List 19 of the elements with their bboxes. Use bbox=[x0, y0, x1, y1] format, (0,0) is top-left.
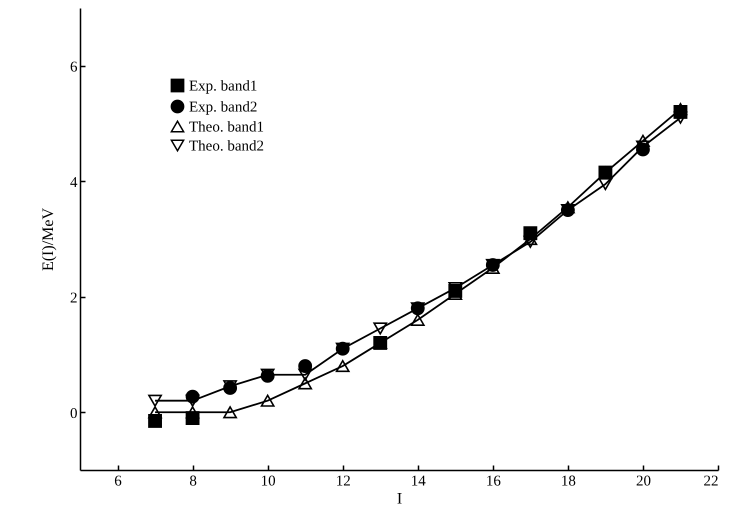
x-tick-label: 6 bbox=[114, 474, 122, 490]
legend-label: Theo. band1 bbox=[189, 120, 264, 136]
x-tick-label: 12 bbox=[336, 474, 351, 490]
y-tick-label: 2 bbox=[70, 290, 78, 306]
x-axis-title: I bbox=[396, 490, 402, 508]
y-axis-title: E(I)/MeV bbox=[40, 208, 57, 272]
x-tick-label: 18 bbox=[560, 474, 576, 490]
x-tick-label: 8 bbox=[189, 474, 197, 490]
x-tick-label: 10 bbox=[260, 474, 276, 490]
x-tick-label: 20 bbox=[636, 474, 651, 490]
x-tick-label: 14 bbox=[410, 474, 426, 490]
y-tick-label: 6 bbox=[70, 59, 78, 76]
x-tick-label: 16 bbox=[486, 474, 502, 490]
x-tick-label: 22 bbox=[704, 474, 718, 490]
y-tick-label: 0 bbox=[70, 406, 78, 422]
legend-label: Exp. band1 bbox=[189, 78, 258, 94]
y-tick-label: 4 bbox=[70, 174, 78, 191]
legend-label: Theo. band2 bbox=[189, 138, 264, 154]
legend-label: Exp. band2 bbox=[189, 100, 258, 116]
